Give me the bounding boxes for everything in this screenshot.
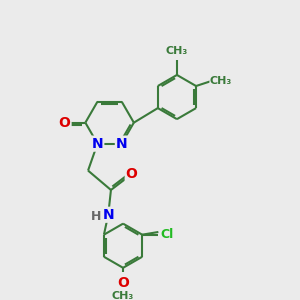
Text: Cl: Cl [160,228,174,241]
Text: CH₃: CH₃ [111,291,134,300]
Text: O: O [126,167,138,181]
Text: O: O [59,116,70,130]
Text: O: O [117,276,129,289]
Text: CH₃: CH₃ [166,46,188,56]
Text: N: N [102,208,114,222]
Text: N: N [116,136,127,151]
Text: CH₃: CH₃ [210,76,232,86]
Text: H: H [91,210,101,223]
Text: N: N [92,136,103,151]
